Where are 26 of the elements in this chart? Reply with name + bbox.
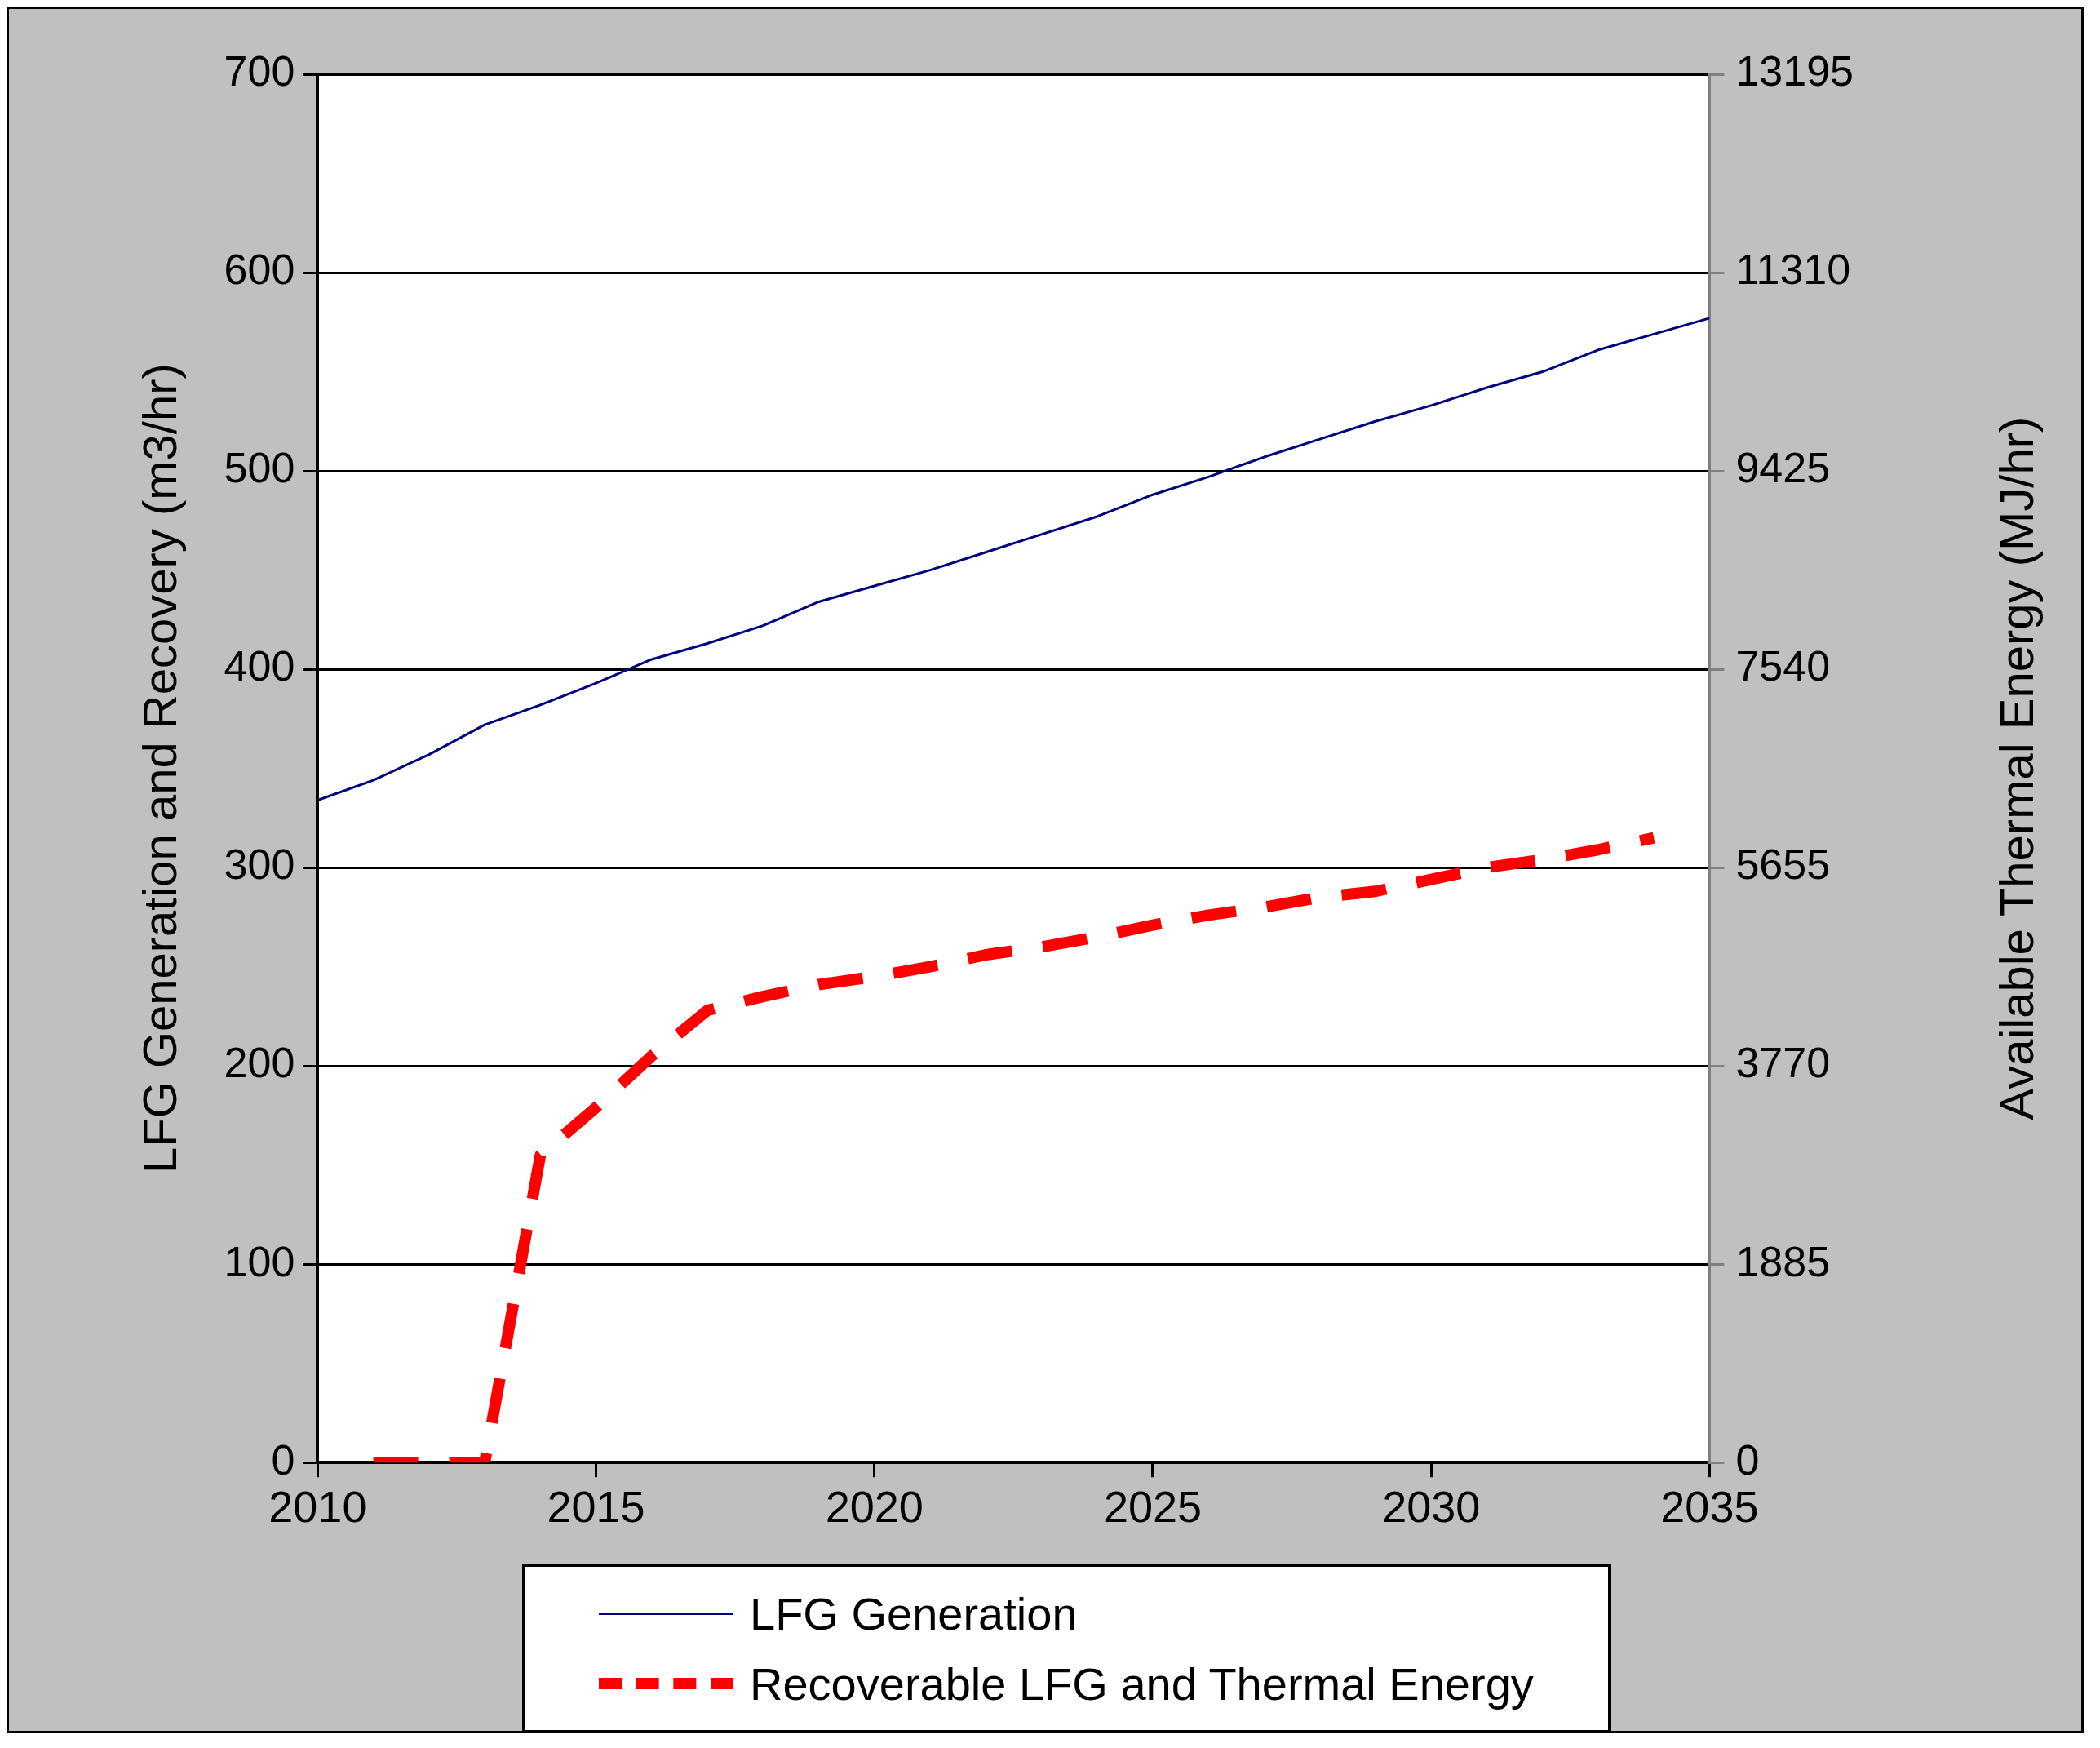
y2-tick-label: 0: [1735, 1435, 1760, 1484]
legend-label: Recoverable LFG and Thermal Energy: [750, 1657, 1534, 1710]
y2-tick-label: 11310: [1735, 246, 1851, 294]
y-tick-label: 100: [224, 1237, 295, 1285]
y-tick-label: 600: [224, 246, 295, 294]
y2-tick-label: 1885: [1735, 1237, 1831, 1285]
x-tick-label: 2015: [547, 1482, 645, 1532]
y-axis-title: LFG Generation and Recovery (m3/hr): [132, 363, 186, 1174]
x-tick-label: 2010: [268, 1482, 367, 1532]
y2-tick-label: 9425: [1735, 444, 1831, 492]
x-tick-label: 2025: [1103, 1482, 1203, 1532]
y-tick-label: 0: [271, 1435, 295, 1484]
y-tick-label: 300: [224, 841, 295, 889]
y-tick-label: 500: [224, 444, 295, 492]
x-tick-label: 2030: [1382, 1482, 1481, 1532]
y2-tick-label: 13195: [1735, 47, 1854, 95]
y-tick-label: 400: [224, 642, 295, 690]
legend-label: LFG Generation: [750, 1586, 1078, 1640]
y2-axis-title: Available Thermal Energy (MJ/hr): [1990, 416, 2043, 1120]
y2-tick-label: 7540: [1735, 642, 1831, 690]
x-tick-label: 2020: [825, 1482, 924, 1532]
x-tick-label: 2035: [1660, 1482, 1759, 1532]
y2-tick-label: 3770: [1735, 1039, 1831, 1087]
y2-tick-label: 5655: [1735, 841, 1831, 889]
y-tick-label: 700: [224, 47, 295, 95]
y-tick-label: 200: [224, 1039, 295, 1087]
